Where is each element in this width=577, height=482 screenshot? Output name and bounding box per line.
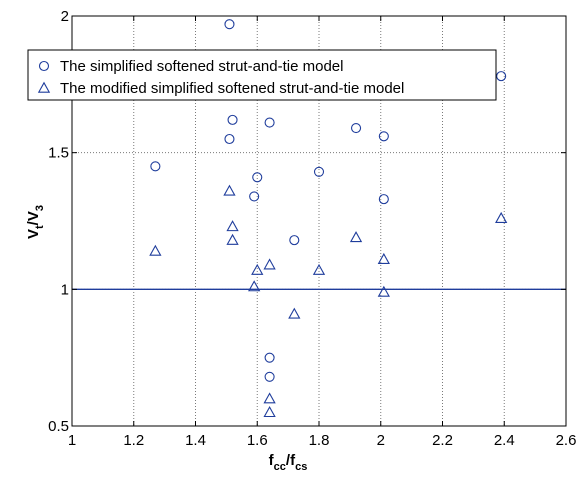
x-tick-label: 2.2 <box>432 432 453 449</box>
triangle-point <box>377 252 390 264</box>
series-triangle <box>149 184 508 418</box>
legend-entry-1: The modified simplified softened strut-a… <box>60 80 404 97</box>
circle-point <box>496 71 507 82</box>
circle-point <box>264 352 275 363</box>
y-label-3: 3 <box>34 205 46 211</box>
x-label-slash-f: /f <box>286 452 296 469</box>
circle-point <box>264 371 275 382</box>
series-circle <box>150 19 507 382</box>
circle-point <box>224 133 235 145</box>
circle-point <box>350 123 362 134</box>
triangle-point <box>263 258 276 270</box>
axis-ticks: 1 1.2 1.4 1.6 1.8 2 2.2 2.4 2.60.511.52 <box>48 8 576 449</box>
legend-triangle-marker <box>37 81 51 93</box>
x-tick-label: 1.2 <box>123 432 144 449</box>
legend-box <box>27 49 497 101</box>
circle-point <box>227 114 238 125</box>
y-tick-label: 2 <box>61 8 69 25</box>
y-axis-label: Vt/V3 <box>25 205 46 239</box>
x-tick-label: 1.6 <box>247 432 268 449</box>
triangle-point <box>377 285 390 297</box>
x-tick-label: 1 <box>68 432 76 449</box>
triangle-point <box>226 233 239 245</box>
legend-entry-0: The simplified softened strut-and-tie mo… <box>60 58 343 75</box>
circle-point <box>289 235 300 246</box>
triangle-point <box>223 184 236 196</box>
circle-point <box>264 117 275 128</box>
x-tick-label: 2.6 <box>556 432 577 449</box>
x-label-cs: cs <box>295 461 307 473</box>
x-tick-label: 1.4 <box>185 432 206 449</box>
triangle-point <box>263 392 276 404</box>
triangle-point <box>226 220 239 232</box>
triangle-point <box>312 263 326 275</box>
x-axis-label: fcc/fcs <box>269 452 308 473</box>
triangle-point <box>288 307 301 319</box>
y-tick-label: 1 <box>61 281 69 298</box>
circle-point <box>252 172 263 183</box>
triangle-point <box>263 406 276 418</box>
y-label-v: V <box>25 229 42 239</box>
y-label-t: t <box>34 225 46 229</box>
x-tick-label: 2 <box>377 432 385 449</box>
triangle-point <box>495 211 508 223</box>
x-label-f: f <box>269 452 275 469</box>
circle-point <box>249 191 260 202</box>
circle-point <box>378 194 389 205</box>
y-tick-label: 0.5 <box>48 418 69 435</box>
triangle-point <box>349 231 363 243</box>
data-points <box>149 19 508 418</box>
y-tick-label: 1.5 <box>48 145 69 162</box>
legend-circle-marker <box>38 60 50 72</box>
circle-point <box>313 166 325 177</box>
x-label-cc: cc <box>274 461 286 473</box>
y-label-slash-v: /V <box>25 211 42 225</box>
legend-markers <box>37 60 51 93</box>
triangle-point <box>149 244 162 256</box>
circle-point <box>150 161 161 172</box>
circle-point <box>224 19 235 30</box>
x-tick-label: 2.4 <box>494 432 515 449</box>
circle-point <box>378 131 389 142</box>
triangle-point <box>251 263 264 275</box>
legend: The simplified softened strut-and-tie mo… <box>27 49 497 101</box>
triangle-point <box>248 280 261 292</box>
x-tick-label: 1.8 <box>309 432 330 449</box>
